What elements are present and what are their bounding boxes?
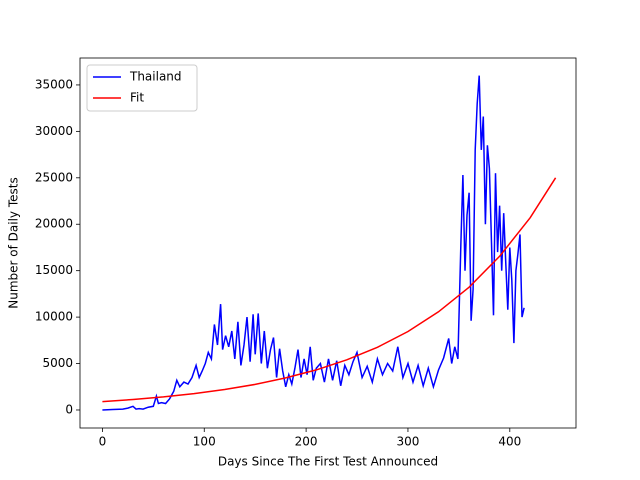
y-tick-label: 20000 [35, 217, 73, 231]
y-tick-label: 0 [65, 402, 73, 416]
y-tick-label: 10000 [35, 310, 73, 324]
x-tick-label: 100 [193, 435, 216, 449]
y-tick-label: 15000 [35, 263, 73, 277]
y-tick-label: 25000 [35, 170, 73, 184]
y-tick-label: 5000 [42, 356, 73, 370]
y-tick-label: 30000 [35, 124, 73, 138]
x-tick-label: 300 [396, 435, 419, 449]
x-tick-label: 0 [99, 435, 107, 449]
y-axis-label: Number of Daily Tests [7, 177, 21, 308]
line-series [102, 75, 525, 411]
plot-frame [79, 57, 577, 429]
x-tick-label: 400 [498, 435, 521, 449]
line-series [102, 177, 557, 403]
x-tick-label: 200 [295, 435, 318, 449]
x-axis-label: Days Since The First Test Announced [218, 455, 438, 469]
legend-label: Fit [130, 91, 144, 105]
y-tick-label: 35000 [35, 77, 73, 91]
legend-label: Thailand [129, 70, 182, 84]
